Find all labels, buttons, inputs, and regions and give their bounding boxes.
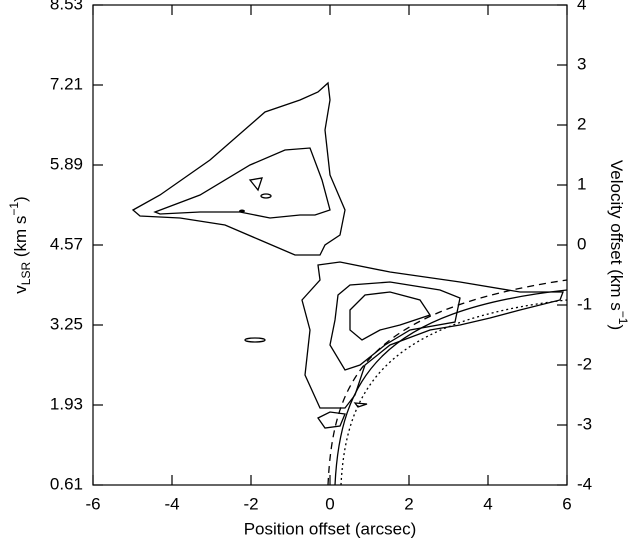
label-part: Velocity offset (km s [607,160,626,311]
y2-tick-label: -2 [577,354,592,373]
x-tick-label: -4 [164,494,179,513]
contour [317,411,346,429]
y2-tick-label: 1 [577,174,586,193]
x-tick-label: 6 [562,494,571,513]
label-part: −1 [7,202,21,216]
contour [131,81,346,256]
y2-tick-label: -4 [577,474,592,493]
contours [131,81,564,429]
y2-tick-label: 2 [577,114,586,133]
contour [248,177,263,192]
y2-tick-label: -3 [577,414,592,433]
y2-tick-label: 3 [577,54,586,73]
x-tick-label: 4 [483,494,492,513]
x-tick-label: -2 [243,494,258,513]
y-tick-label: 4.57 [50,234,83,253]
y2-tick-label: 4 [577,0,586,13]
model-curve [327,279,568,486]
y-tick-label: 0.61 [50,474,83,493]
contour [349,291,432,341]
y2-axis-label: Velocity offset (km s−1) [607,160,630,330]
contour [329,281,461,371]
y2-tick-label: -1 [577,294,592,313]
y-tick-label: 1.93 [50,394,83,413]
contour [244,337,266,343]
contour [353,402,368,408]
y-tick-label: 7.21 [50,74,83,93]
y-tick-label: 8.53 [50,0,83,13]
label-part: ) [11,196,30,202]
y-axis-label: vLSR (km s−1) [7,196,33,293]
contour [260,193,272,199]
contour [239,209,245,213]
model-curve [340,299,568,486]
model-curve [334,289,568,486]
x-tick-label: 2 [404,494,413,513]
y-tick-label: 5.89 [50,154,83,173]
plot-frame [92,4,568,486]
label-part: v [11,285,30,294]
label-part: LSR [19,262,33,286]
x-tick-label: 0 [325,494,334,513]
label-part: (km s [11,216,30,262]
contour [301,261,564,409]
x-tick-label: -6 [85,494,100,513]
label-part: −1 [616,311,630,325]
label-part: ) [607,324,626,330]
x-axis-label: Position offset (arcsec) [244,519,417,538]
contour [153,147,331,219]
y2-tick-label: 0 [577,234,586,253]
y-tick-label: 3.25 [50,314,83,333]
